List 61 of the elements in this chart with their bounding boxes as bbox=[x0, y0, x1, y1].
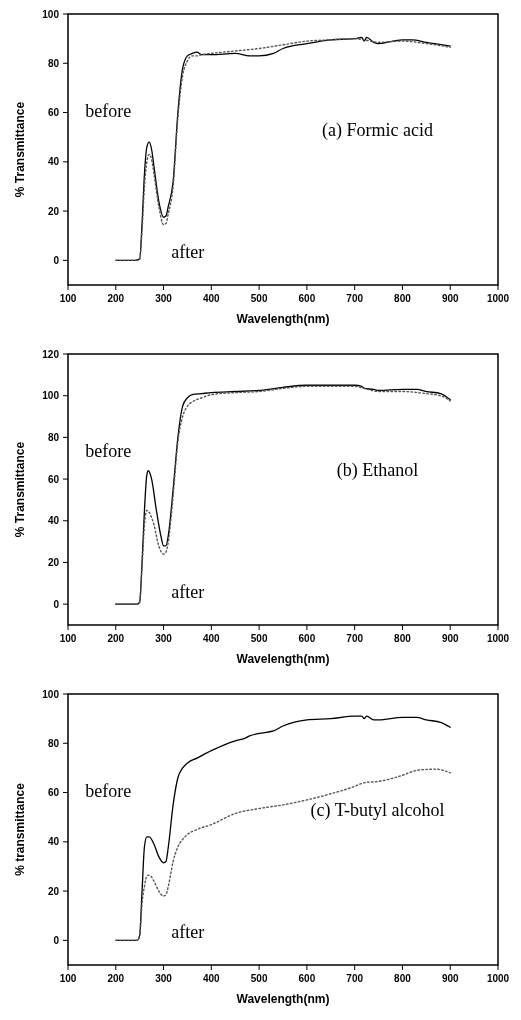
y-axis-title: % Transmittance bbox=[13, 441, 27, 538]
y-tick-label: 120 bbox=[42, 348, 60, 360]
x-tick-label: 400 bbox=[202, 973, 221, 984]
y-axis-title: % transmittance bbox=[13, 782, 27, 876]
y-tick-label: 60 bbox=[47, 787, 60, 799]
y-tick-label: 100 bbox=[42, 8, 60, 20]
text: (c) T-butyl alcohol bbox=[310, 799, 445, 821]
x-tick-label: 200 bbox=[107, 293, 125, 304]
x-tick-label: 900 bbox=[441, 633, 459, 644]
y-tick-label: 80 bbox=[47, 431, 60, 443]
x-tick-label: 900 bbox=[441, 293, 459, 304]
x-tick-label: 500 bbox=[250, 973, 268, 984]
x-tick-label: 1000 bbox=[486, 633, 510, 644]
x-tick-label: 700 bbox=[346, 293, 364, 304]
x-axis-title: Wavelength(nm) bbox=[236, 992, 330, 1006]
y-tick-label: 20 bbox=[47, 205, 60, 217]
x-tick-label: 800 bbox=[394, 633, 412, 644]
y-tick-label: 40 bbox=[47, 836, 60, 848]
y-tick-label: 20 bbox=[47, 556, 60, 568]
x-tick-label: 800 bbox=[394, 293, 412, 304]
y-tick-label: 20 bbox=[47, 885, 60, 897]
y-tick-label: 40 bbox=[47, 515, 60, 527]
x-tick-label: 500 bbox=[250, 293, 268, 304]
y-tick-label: 60 bbox=[47, 107, 60, 119]
text: (a) Formic acid bbox=[322, 119, 434, 141]
series-label: after bbox=[171, 921, 205, 942]
y-tick-label: 0 bbox=[53, 934, 60, 946]
x-tick-label: 600 bbox=[298, 973, 316, 984]
y-tick-label: 100 bbox=[42, 688, 60, 700]
y-tick-label: 100 bbox=[42, 390, 60, 402]
x-tick-label: 500 bbox=[250, 633, 268, 644]
x-tick-label: 400 bbox=[202, 293, 221, 304]
x-tick-label: 300 bbox=[155, 633, 173, 644]
x-tick-label: 900 bbox=[441, 973, 459, 984]
x-axis-title: Wavelength(nm) bbox=[236, 652, 330, 666]
x-tick-label: 300 bbox=[155, 293, 173, 304]
series-label: before bbox=[85, 100, 132, 121]
x-tick-label: 400 bbox=[202, 633, 221, 644]
text: (b) Ethanol bbox=[336, 459, 419, 481]
y-tick-label: 40 bbox=[47, 156, 60, 168]
y-tick-label: 0 bbox=[53, 254, 60, 266]
x-tick-label: 1000 bbox=[486, 973, 510, 984]
x-tick-label: 700 bbox=[346, 633, 364, 644]
x-tick-label: 1000 bbox=[486, 293, 510, 304]
y-tick-label: 80 bbox=[47, 57, 60, 69]
series-label: before bbox=[85, 440, 132, 461]
x-axis-title: Wavelength(nm) bbox=[236, 312, 330, 326]
x-tick-label: 800 bbox=[394, 973, 412, 984]
x-tick-label: 700 bbox=[346, 973, 364, 984]
x-tick-label: 600 bbox=[298, 633, 316, 644]
x-tick-label: 300 bbox=[155, 973, 173, 984]
y-axis-title: % Transmittance bbox=[13, 101, 27, 198]
y-tick-label: 60 bbox=[47, 473, 60, 485]
x-tick-label: 600 bbox=[298, 293, 316, 304]
x-tick-label: 200 bbox=[107, 633, 125, 644]
text: before bbox=[85, 780, 132, 801]
y-tick-label: 80 bbox=[47, 737, 60, 749]
y-tick-label: 0 bbox=[53, 598, 60, 610]
series-label: after bbox=[171, 581, 205, 602]
x-tick-label: 200 bbox=[107, 973, 125, 984]
series-label: after bbox=[171, 241, 205, 262]
